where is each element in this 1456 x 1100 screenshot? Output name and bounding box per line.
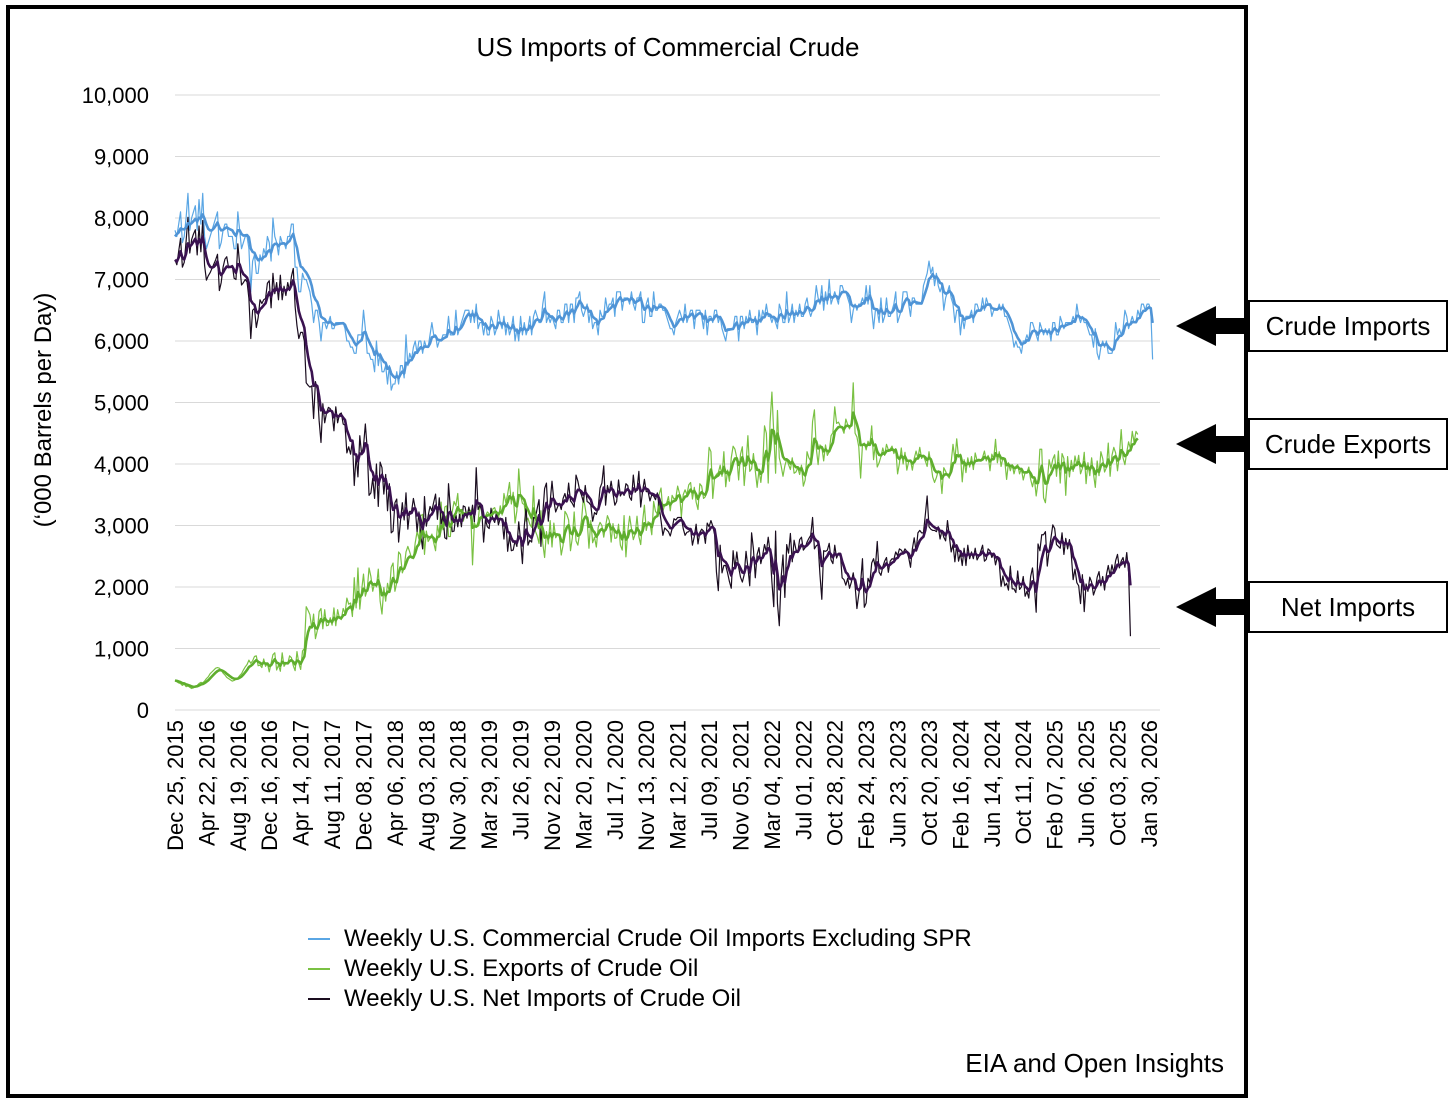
legend-item-net: Weekly U.S. Net Imports of Crude Oil [308,984,972,1014]
x-tick-label: Oct 28, 2022 [823,720,848,846]
callout-crude-imports: Crude Imports [1248,300,1448,352]
y-tick-label: 2,000 [94,575,149,600]
x-tick-label: Nov 30, 2018 [446,720,471,851]
x-tick-label: Aug 03, 2018 [414,720,439,851]
legend-label-net: Weekly U.S. Net Imports of Crude Oil [344,985,742,1012]
y-axis-label: (‘000 Barrels per Day) [30,293,57,528]
series-avg-line-exports [174,411,1139,689]
legend-label-exports: Weekly U.S. Exports of Crude Oil [344,955,699,982]
y-tick-label: 8,000 [94,206,149,231]
y-axis-ticks: 0 1,000 2,000 3,000 4,000 5,000 6,000 7,000 8,00… [82,83,149,723]
source-note: EIA and Open Insights [965,1048,1224,1078]
x-tick-label: Dec 08, 2017 [351,720,376,851]
x-tick-label: Jun 23, 2023 [886,720,911,847]
callout-net-imports: Net Imports [1248,581,1448,633]
y-tick-label: 0 [137,698,149,723]
legend-item-imports: Weekly U.S. Commercial Crude Oil Imports… [308,924,972,954]
exports-arrow-icon [1176,424,1248,464]
x-tick-label: Dec 16, 2016 [257,720,282,851]
callout-crude-exports: Crude Exports [1248,418,1448,470]
x-tick-label: Oct 20, 2023 [917,720,942,846]
legend-swatch-net [308,998,330,1000]
chart-title: US Imports of Commercial Crude [477,32,860,62]
x-tick-label: Mar 29, 2019 [477,720,502,850]
x-tick-label: Apr 14, 2017 [289,720,314,846]
y-tick-label: 4,000 [94,452,149,477]
legend-swatch-imports [308,938,330,940]
x-tick-label: Dec 25, 2015 [163,720,188,851]
x-tick-label: Jul 01, 2022 [791,720,816,840]
x-tick-label: Nov 05, 2021 [728,720,753,851]
imports-arrow-icon [1176,306,1248,346]
series-avg-line-net [174,235,1132,594]
x-tick-label: Jan 30, 2026 [1137,720,1162,847]
callout-arrows [1176,306,1248,627]
y-tick-label: 10,000 [82,83,149,108]
net-arrow-icon [1176,587,1248,627]
x-tick-label: Oct 11, 2024 [1011,720,1036,844]
x-tick-label: Jun 14, 2024 [980,720,1005,847]
gridlines [175,94,1160,711]
x-tick-label: Jul 09, 2021 [697,720,722,840]
x-tick-label: Aug 11, 2017 [320,720,345,849]
y-tick-label: 6,000 [94,329,149,354]
x-tick-label: Apr 22, 2016 [194,720,219,846]
x-tick-label: Apr 06, 2018 [383,720,408,846]
x-tick-label: Jul 26, 2019 [509,720,534,840]
x-tick-label: Nov 22, 2019 [540,720,565,851]
x-tick-label: Feb 24, 2023 [854,720,879,850]
y-tick-label: 7,000 [94,268,149,293]
series-avg-line-imports [173,213,1154,380]
legend-label-imports: Weekly U.S. Commercial Crude Oil Imports… [344,925,972,952]
x-tick-label: Jun 06, 2025 [1074,720,1099,847]
y-tick-label: 5,000 [94,391,149,416]
legend-swatch-exports [308,968,330,970]
y-tick-label: 1,000 [94,637,149,662]
x-tick-label: Mar 20, 2020 [571,720,596,850]
series-line-net [174,216,1132,637]
x-tick-label: Oct 03, 2025 [1105,720,1130,846]
x-tick-label: Feb 07, 2025 [1043,720,1068,850]
x-tick-label: Feb 16, 2024 [948,720,973,850]
x-tick-label: Mar 12, 2021 [666,720,691,850]
series-line-imports [174,192,1154,391]
x-tick-label: Mar 04, 2022 [760,720,785,850]
chart-frame [6,5,1248,1098]
x-tick-label: Nov 13, 2020 [634,720,659,851]
y-tick-label: 9,000 [94,145,149,170]
series-lines [173,192,1154,690]
x-tick-label: Aug 19, 2016 [226,720,251,851]
x-axis-ticks: Dec 25, 2015 Apr 22, 2016 Aug 19, 2016 Dec … [163,720,1162,851]
legend-item-exports: Weekly U.S. Exports of Crude Oil [308,954,972,984]
legend: Weekly U.S. Commercial Crude Oil Imports… [308,924,972,1014]
x-tick-label: Jul 17, 2020 [603,720,628,840]
y-tick-label: 3,000 [94,514,149,539]
